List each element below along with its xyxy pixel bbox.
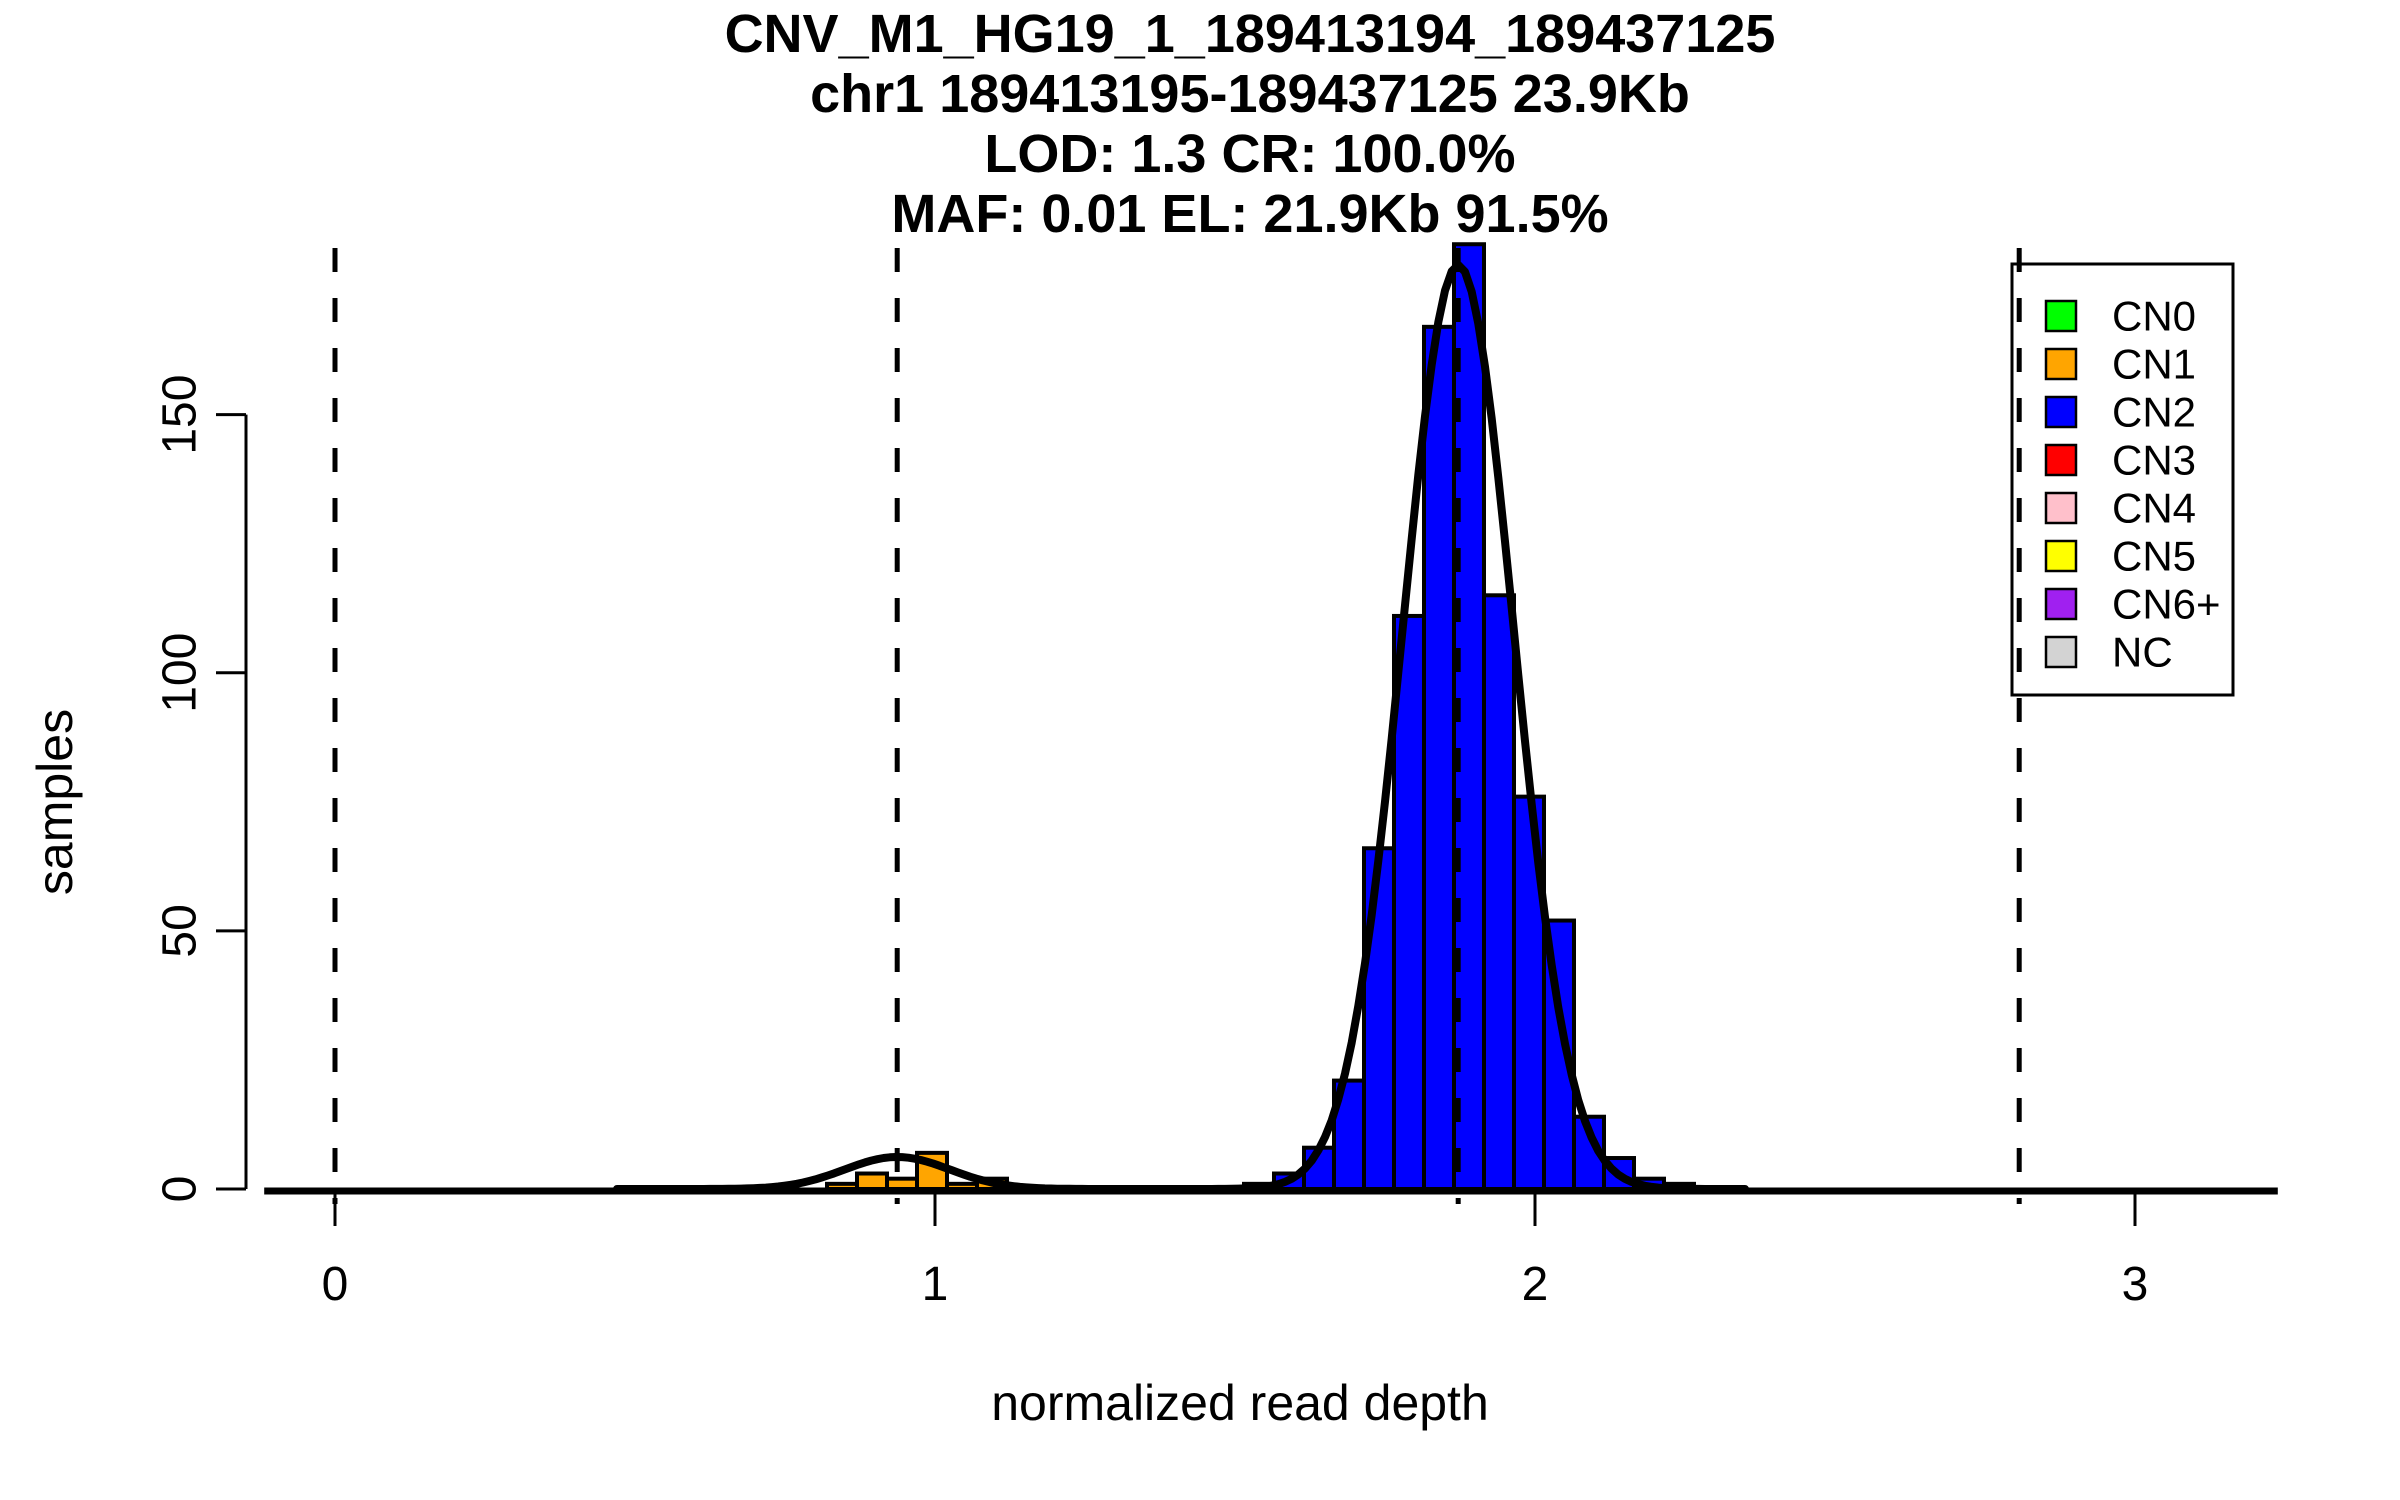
histogram-bar-cn1 [825, 1181, 859, 1191]
x-axis-tick-label: 1 [922, 1258, 949, 1311]
density-curve [613, 1153, 1179, 1193]
legend-box [2010, 262, 2235, 697]
histogram-bars-layer [825, 242, 1696, 1192]
legend-swatch-cn1 [2044, 347, 2078, 381]
y-axis-tick-label: 50 [154, 904, 207, 957]
legend-label-cn6plus: CN6+ [2112, 581, 2221, 628]
legend-label-cn0: CN0 [2112, 293, 2196, 340]
legend-swatch-cn4 [2044, 491, 2078, 525]
x-axis-tick-label: 0 [322, 1258, 349, 1311]
legend-swatch-cn2 [2044, 395, 2078, 429]
legend-label-nc: NC [2112, 629, 2173, 676]
y-axis-tick-label: 150 [154, 375, 207, 455]
axes-layer: 0 50 100 150 0 1 2 3 [154, 375, 2149, 1311]
legend-swatch-nc [2044, 635, 2078, 669]
histogram-bar-cn2 [1422, 324, 1456, 1191]
legend-swatch-cn0 [2044, 299, 2078, 333]
x-axis-title: normalized read depth [991, 1375, 1489, 1431]
x-axis-tick-label: 3 [2122, 1258, 2149, 1311]
plot-title-line-3: LOD: 1.3 CR: 100.0% [984, 124, 1515, 184]
histogram-bar-cn2 [1512, 794, 1546, 1192]
plot-title-line-2: chr1 189413195-189437125 23.9Kb [810, 64, 1690, 124]
legend-label-cn1: CN1 [2112, 341, 2196, 388]
legend-swatch-cn3 [2044, 443, 2078, 477]
y-axis-tick-label: 0 [154, 1176, 207, 1203]
density-curves-layer [613, 260, 1749, 1193]
legend-label-cn2: CN2 [2112, 389, 2196, 436]
legend-label-cn4: CN4 [2112, 485, 2196, 532]
density-curve [1141, 260, 1749, 1193]
histogram-bar-cn2 [1482, 593, 1516, 1191]
y-axis-title: samples [27, 709, 83, 895]
histogram-bar-cn1 [945, 1181, 979, 1191]
histogram-bar-cn2 [1362, 846, 1396, 1191]
y-axis-tick-label: 100 [154, 633, 207, 713]
plot-title-line-4: MAF: 0.01 EL: 21.9Kb 91.5% [891, 184, 1608, 244]
histogram-bar-cn1 [885, 1176, 919, 1191]
copy-number-guides-layer [332, 248, 2022, 1204]
histogram-bar-cn1 [855, 1171, 889, 1191]
x-axis-tick-label: 2 [1522, 1258, 1549, 1311]
legend-swatch-cn6plus [2044, 587, 2078, 621]
legend-label-cn5: CN5 [2112, 533, 2196, 580]
plot-title-line-1: CNV_M1_HG19_1_189413194_189437125 [725, 4, 1776, 64]
legend-label-cn3: CN3 [2112, 437, 2196, 484]
legend-swatch-cn5 [2044, 539, 2078, 573]
